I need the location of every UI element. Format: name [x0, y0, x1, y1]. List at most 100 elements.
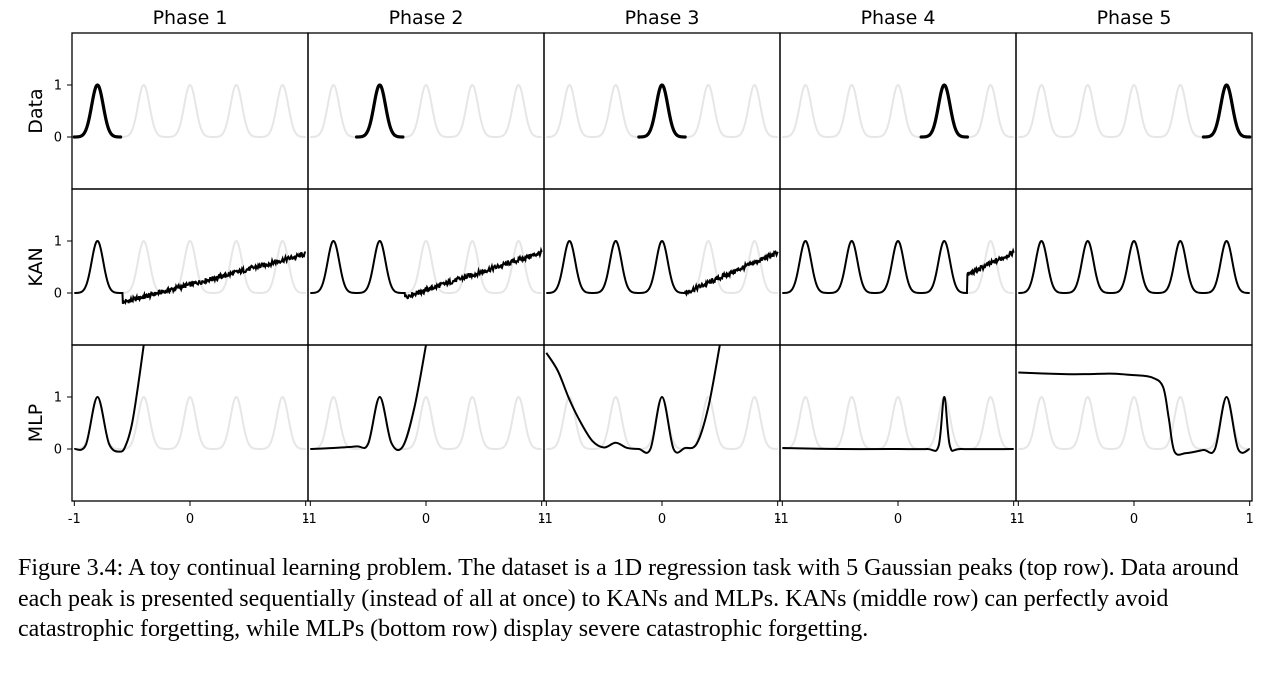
panel-plot-area [310, 345, 542, 452]
row-label: MLP [25, 404, 47, 442]
phase-title: Phase 3 [625, 7, 700, 29]
panel-kan-phase-4 [779, 188, 1017, 346]
panel-frame [307, 32, 545, 190]
panel-kan-phase-2 [307, 188, 545, 346]
panel-plot-area [1018, 371, 1251, 456]
panel-frame [1015, 32, 1253, 190]
panel-frame [71, 344, 309, 502]
y-tick-label: 0 [54, 131, 62, 146]
reference-curve [310, 83, 542, 138]
y-axis-ticks: 0 1 0 1 0 1 [54, 79, 72, 458]
panel-frame [307, 344, 545, 502]
figure-caption: Figure 3.4: A toy continual learning pro… [18, 555, 1239, 642]
data-points-curve [919, 83, 970, 139]
panel-frame [779, 32, 1017, 190]
x-axis-ticks: -1 0 1-1 0 1-1 0 1-1 0 1-1 0 1 [68, 501, 1254, 527]
phase-title: Phase 5 [1097, 7, 1172, 29]
panel-plot-area [73, 345, 306, 453]
x-tick-label: 1 [1246, 512, 1254, 527]
panel-plot-area [1018, 83, 1252, 139]
panel-plot-area [72, 83, 306, 139]
panel-mlp-phase-4 [779, 344, 1017, 502]
mlp-fit-curve [545, 345, 721, 454]
kan-fit-curve [74, 239, 307, 306]
panel-frame [543, 344, 781, 502]
row-label: KAN [25, 247, 47, 286]
x-tick-label: 0 [186, 512, 194, 527]
panel-plot-area [310, 239, 543, 300]
x-tick-label: 1 [1010, 512, 1018, 527]
x-tick-label: 0 [422, 512, 430, 527]
panel-frame [1015, 344, 1253, 502]
data-points-curve [1201, 83, 1252, 139]
data-points-curve [637, 83, 687, 139]
panel-data-phase-1 [71, 32, 309, 190]
reference-curve [74, 395, 306, 450]
panel-plot-area [782, 239, 1015, 295]
reference-curve [782, 395, 1014, 450]
row-label: Data [25, 88, 47, 133]
kan-fit-curve [546, 239, 779, 297]
x-tick-label: 0 [1130, 512, 1138, 527]
x-tick-label: -1 [1012, 512, 1025, 527]
kan-fit-curve [782, 239, 1015, 295]
kan-fit-curve [310, 239, 543, 300]
phase-title: Phase 2 [389, 7, 464, 29]
x-tick-label: 0 [658, 512, 666, 527]
panel-plot-area [310, 83, 542, 139]
panel-plot-area [74, 239, 307, 306]
panel-mlp-phase-5 [1015, 344, 1253, 502]
panel-plot-area [546, 83, 778, 139]
reference-curve [546, 83, 778, 138]
panel-frame [71, 32, 309, 190]
data-points-curve [354, 83, 405, 139]
continual-learning-figure: Phase 1 Phase 2 Phase 3 Phase 4 Phase 5 Data… [25, 7, 1254, 527]
panel-frame [779, 344, 1017, 502]
y-tick-label: 0 [54, 443, 62, 458]
panel-plot-area [782, 395, 1014, 452]
reference-curve [1018, 395, 1250, 450]
row-labels: Data KAN MLP [25, 88, 47, 442]
x-tick-label: -1 [304, 512, 317, 527]
y-tick-label: 1 [54, 79, 62, 94]
panel-mlp-phase-3 [543, 344, 781, 502]
x-tick-label: -1 [776, 512, 789, 527]
mlp-fit-curve [310, 345, 427, 452]
panel-kan-phase-1 [71, 188, 309, 346]
panel-mlp-phase-2 [307, 344, 545, 502]
reference-curve [310, 395, 542, 450]
mlp-fit-curve [73, 345, 145, 453]
panel-frame [543, 32, 781, 190]
x-tick-label: 1 [302, 512, 310, 527]
panel-plot-area [546, 239, 779, 297]
panel-frame [307, 188, 545, 346]
x-tick-label: -1 [68, 512, 81, 527]
panel-data-phase-4 [779, 32, 1017, 190]
kan-fit-curve [1018, 239, 1250, 294]
phase-titles: Phase 1 Phase 2 Phase 3 Phase 4 Phase 5 [153, 7, 1172, 29]
panel-mlp-phase-1 [71, 344, 309, 502]
panel-grid [71, 32, 1253, 502]
panel-data-phase-2 [307, 32, 545, 190]
mlp-fit-curve [782, 395, 1014, 452]
x-tick-label: -1 [540, 512, 553, 527]
data-points-curve [72, 83, 123, 139]
panel-kan-phase-5 [1015, 188, 1253, 346]
panel-kan-phase-3 [543, 188, 781, 346]
panel-data-phase-3 [543, 32, 781, 190]
y-tick-label: 1 [54, 235, 62, 250]
panel-plot-area [545, 345, 778, 454]
panel-frame [1015, 188, 1253, 346]
mlp-fit-curve [1018, 371, 1251, 456]
panel-frame [71, 188, 309, 346]
y-tick-label: 0 [54, 287, 62, 302]
panel-plot-area [1018, 239, 1250, 294]
x-tick-label: 0 [894, 512, 902, 527]
y-tick-label: 1 [54, 391, 62, 406]
phase-title: Phase 4 [861, 7, 936, 29]
panel-data-phase-5 [1015, 32, 1253, 190]
reference-curve [782, 83, 1014, 138]
phase-title: Phase 1 [153, 7, 228, 29]
x-tick-label: 1 [774, 512, 782, 527]
x-tick-label: 1 [538, 512, 546, 527]
